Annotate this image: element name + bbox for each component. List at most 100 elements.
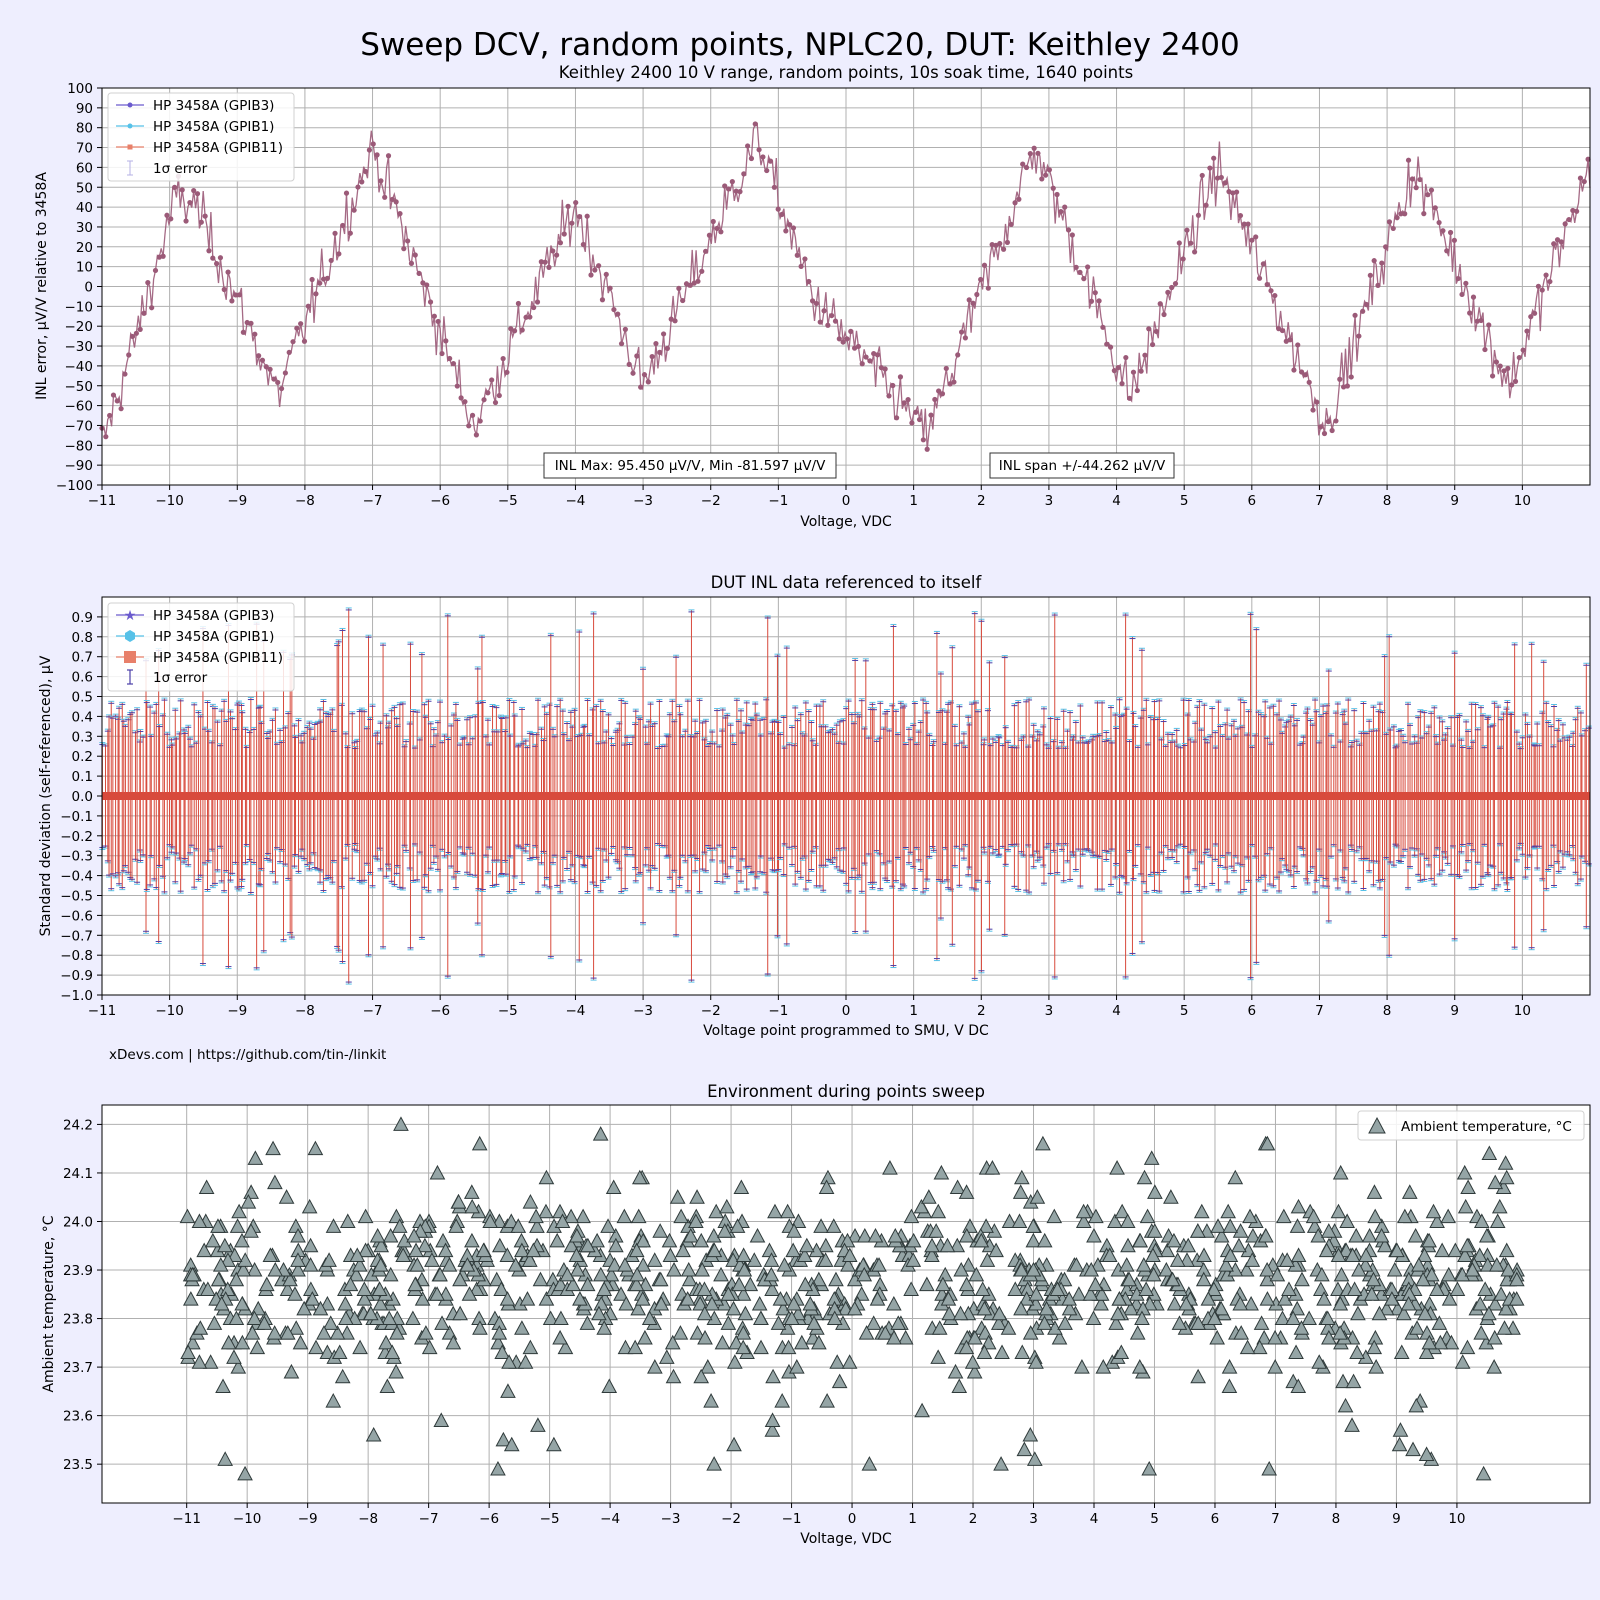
env-temp-point [488, 1271, 505, 1287]
inl-point [462, 399, 468, 405]
x-tick-label: 4 [1112, 1003, 1121, 1019]
inl-point [722, 183, 728, 189]
inl-point [809, 298, 816, 304]
env-temp-point [682, 1227, 699, 1243]
inl-point [626, 361, 632, 367]
sigma-legend-gpib11: HP 3458A (GPIB11) [116, 650, 283, 666]
inl-point [1195, 212, 1202, 218]
y-tick-label: −50 [65, 379, 94, 395]
env-temp-point [1118, 1257, 1135, 1272]
inl-point [706, 232, 713, 238]
inl-point [427, 299, 434, 305]
env-temp-point [417, 1237, 433, 1253]
env-temp-point [1253, 1315, 1270, 1330]
inl-point [191, 187, 197, 194]
inl-point [787, 222, 793, 228]
env-temp-point [1136, 1169, 1153, 1185]
inl-point [1184, 227, 1190, 233]
env-temp-point [575, 1208, 591, 1224]
env-temp-point [1178, 1295, 1195, 1311]
inl-point [565, 203, 571, 209]
inl-point [378, 178, 384, 184]
inl-point [1470, 294, 1477, 300]
env-temp-point [408, 1242, 424, 1258]
inl-point [1027, 151, 1033, 157]
inl-point [137, 326, 143, 332]
inl-point [1413, 185, 1419, 191]
env-temp-point [680, 1261, 697, 1277]
y-tick-label: 0.2 [72, 749, 93, 765]
inl-point [867, 358, 873, 364]
env-temp-point [382, 1266, 399, 1282]
sigma-legend: ★ HP 3458A (GPIB3) HP 3458A (GPIB1) HP 3… [107, 602, 295, 692]
env-temp-point [290, 1227, 306, 1243]
inl-point [859, 361, 865, 367]
env-temp-point [742, 1276, 759, 1292]
inl-point [435, 318, 441, 325]
inl-point [1390, 225, 1396, 232]
y-tick-label: −10 [65, 299, 94, 315]
x-tick-label: −1 [768, 1003, 788, 1019]
env-temp-point [811, 1334, 827, 1350]
env-temp-point [1129, 1325, 1146, 1340]
inl-point [324, 275, 330, 281]
env-temp-point [262, 1247, 279, 1262]
inl-point [298, 321, 304, 327]
y-tick-label: 10 [76, 260, 93, 276]
inl-point [343, 190, 350, 196]
env-temp-point [579, 1315, 596, 1330]
inl-point [1203, 202, 1209, 208]
inl-point [431, 313, 437, 319]
inl-point [1287, 337, 1293, 343]
env-temp-point [941, 1305, 958, 1321]
inl-point [1459, 291, 1465, 298]
env-temp-point [608, 1237, 624, 1253]
env-temp-point [301, 1198, 318, 1214]
inl-point [760, 154, 766, 160]
env-temp-point [463, 1184, 480, 1199]
env-temp-point [1401, 1184, 1418, 1199]
inl-point [1020, 161, 1026, 167]
inl-point [775, 206, 781, 212]
inl-point [1096, 298, 1102, 304]
inl-point [1482, 346, 1488, 353]
inl-point [1386, 219, 1393, 225]
y-tick-label: −0.5 [60, 889, 93, 905]
env-temp-point [1294, 1271, 1310, 1287]
inl-point [416, 270, 422, 277]
inl-point [580, 241, 586, 248]
x-tick-label: −5 [498, 1003, 518, 1019]
inl-point [1528, 314, 1534, 320]
inl-point [110, 392, 117, 398]
inl-point [1321, 430, 1328, 437]
env-temp-point [1460, 1179, 1476, 1195]
env-temp-point [596, 1320, 613, 1335]
env-temp-point [1141, 1295, 1158, 1311]
inl-point [783, 228, 789, 234]
inl-point [1574, 208, 1580, 214]
inl-point [813, 300, 819, 307]
inl-point [997, 240, 1003, 247]
env-temp-point [1210, 1218, 1226, 1233]
inl-point [385, 153, 392, 159]
inl-point [1023, 164, 1030, 171]
env-temp-point [1498, 1242, 1515, 1258]
x-tick-label: −5 [498, 493, 518, 509]
inl-point [1360, 308, 1366, 314]
env-temp-point [424, 1252, 440, 1267]
inl-point [916, 416, 923, 423]
env-temp-point [337, 1295, 354, 1311]
env-temp-point [180, 1344, 196, 1360]
env-temp-point [279, 1325, 296, 1340]
y-tick-label: 20 [76, 240, 93, 256]
env-temp-point [552, 1329, 568, 1345]
inl-point [951, 379, 957, 385]
env-temp-point [1419, 1325, 1435, 1340]
inl-point [1149, 341, 1156, 348]
env-temp-point [589, 1232, 605, 1248]
inl-point [1318, 424, 1324, 430]
env-temp-point [1431, 1315, 1448, 1330]
inl-point [1436, 219, 1442, 226]
env-temp-point [521, 1252, 538, 1267]
inl-point [164, 212, 170, 218]
